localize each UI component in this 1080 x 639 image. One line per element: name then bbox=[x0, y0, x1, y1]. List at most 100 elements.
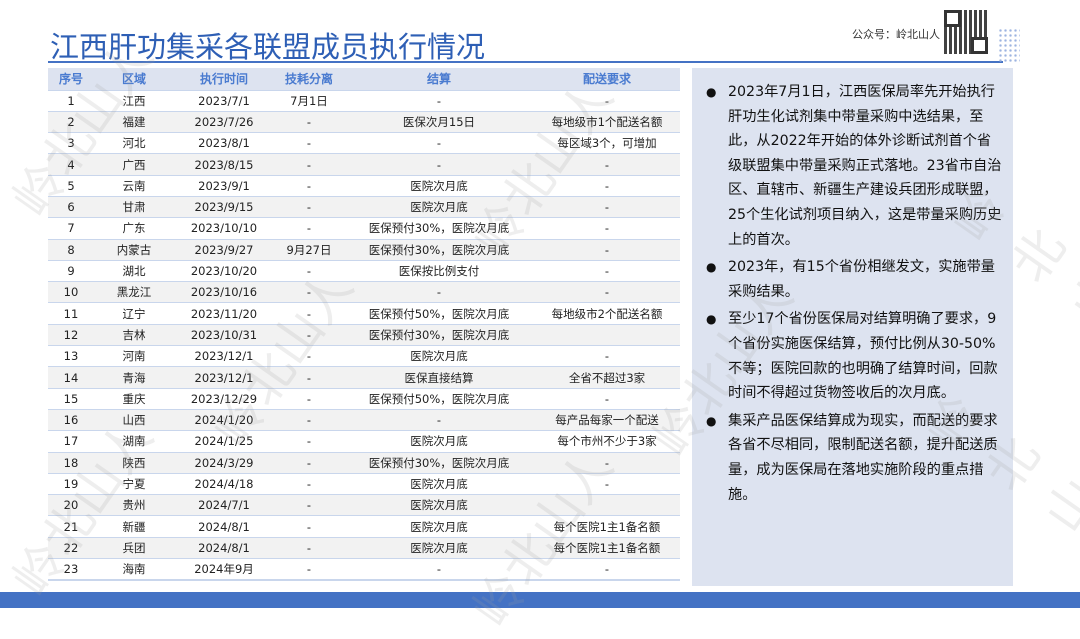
table-cell: 贵州 bbox=[94, 494, 174, 516]
table-row: 13 河南 2023/12/1- 医院次月底 - bbox=[48, 345, 680, 367]
table-cell: 2023/12/29 bbox=[174, 387, 274, 410]
table-cell: 14 bbox=[48, 366, 94, 389]
column-header: 序号 bbox=[48, 68, 94, 90]
title-divider bbox=[48, 61, 1003, 63]
table-cell: - bbox=[344, 408, 534, 431]
table-cell: - bbox=[274, 345, 344, 367]
table-cell: 2023/9/15 bbox=[174, 195, 274, 218]
table-cell: 辽宁 bbox=[94, 302, 174, 325]
table-cell: 13 bbox=[48, 345, 94, 367]
table-cell: 医院次月底 bbox=[344, 195, 534, 218]
table-row: 6 甘肃 2023/9/15- 医院次月底 - bbox=[48, 195, 680, 218]
table-cell: - bbox=[534, 472, 680, 495]
table-cell: 23 bbox=[48, 558, 94, 581]
table-cell: 重庆 bbox=[94, 387, 174, 410]
table-cell: 医保预付30%，医院次月底 bbox=[344, 217, 534, 240]
table-cell: 5 bbox=[48, 174, 94, 197]
table-cell: - bbox=[274, 472, 344, 495]
table-cell: 福建 bbox=[94, 110, 174, 133]
table-row: 10 黑龙江 2023/10/16- - - bbox=[48, 281, 680, 303]
table-cell: 吉林 bbox=[94, 323, 174, 346]
table-cell: 兵团 bbox=[94, 536, 174, 559]
table-cell: - bbox=[344, 89, 534, 112]
table-row: 18 陕西 2024/3/29- 医保预付30%，医院次月底 - bbox=[48, 451, 680, 474]
table-row: 20 贵州 2024/7/1- 医院次月底 bbox=[48, 494, 680, 516]
table-cell: - bbox=[274, 515, 344, 538]
table-header-row: 序号 区域 执行时间 技耗分离 结算 配送要求 bbox=[48, 68, 680, 90]
table-cell: 医院次月底 bbox=[344, 430, 534, 453]
table-cell: 医保预付30%，医院次月底 bbox=[344, 238, 534, 261]
table-row: 7 广东 2023/10/10- 医保预付30%，医院次月底 - bbox=[48, 217, 680, 240]
table-cell: - bbox=[274, 366, 344, 389]
table-row: 5 云南 2023/9/1- 医院次月底 - bbox=[48, 174, 680, 197]
table-cell: 18 bbox=[48, 451, 94, 474]
table-cell: 广西 bbox=[94, 153, 174, 176]
table-cell: - bbox=[534, 238, 680, 261]
table-cell: 2024/8/1 bbox=[174, 536, 274, 559]
table-cell: - bbox=[274, 494, 344, 516]
table-cell: 医保预付30%，医院次月底 bbox=[344, 323, 534, 346]
table-cell: - bbox=[274, 323, 344, 346]
table-row: 11 辽宁 2023/11/20- 医保预付50%，医院次月底 每地级市2个配送名额 bbox=[48, 302, 680, 325]
table-cell: - bbox=[274, 195, 344, 218]
table-cell: 医保预付50%，医院次月底 bbox=[344, 387, 534, 410]
summary-bullet: 至少17个省份医保局对结算明确了要求，9个省份实施医保结算，预付比例从30-50… bbox=[704, 307, 1003, 405]
table-cell: 2023/9/27 bbox=[174, 238, 274, 261]
footer-bar bbox=[0, 592, 1080, 608]
table-cell: 内蒙古 bbox=[94, 238, 174, 261]
table-cell: 医院次月底 bbox=[344, 345, 534, 367]
column-header: 结算 bbox=[344, 68, 534, 90]
table-cell: 云南 bbox=[94, 174, 174, 197]
table-cell: - bbox=[534, 558, 680, 581]
table-cell: 2 bbox=[48, 110, 94, 133]
table-cell: - bbox=[534, 451, 680, 474]
qr-code-icon bbox=[944, 10, 988, 54]
table-cell: - bbox=[274, 302, 344, 325]
table-cell: - bbox=[274, 110, 344, 133]
table-row: 21 新疆 2024/8/1- 医院次月底 每个医院1主1备名额 bbox=[48, 515, 680, 538]
table-row: 8 内蒙古 2023/9/27 9月27日 医保预付30%，医院次月底 - bbox=[48, 238, 680, 261]
page-title: 江西肝功集采各联盟成员执行情况 bbox=[50, 30, 486, 64]
table-cell: 医院次月底 bbox=[344, 515, 534, 538]
table-cell: 每地级市1个配送名额 bbox=[534, 110, 680, 133]
table-cell: 2023/11/20 bbox=[174, 302, 274, 325]
table-cell: - bbox=[344, 281, 534, 303]
table-cell: 2023/10/10 bbox=[174, 217, 274, 240]
table-cell: 2023/10/20 bbox=[174, 259, 274, 282]
column-header: 执行时间 bbox=[174, 68, 274, 90]
table-cell: 2024/7/1 bbox=[174, 494, 274, 516]
table-cell: 医院次月底 bbox=[344, 174, 534, 197]
column-header: 区域 bbox=[94, 68, 174, 90]
table-cell: - bbox=[274, 153, 344, 176]
table-row: 14 青海 2023/12/1- 医保直接结算 全省不超过3家 bbox=[48, 366, 680, 389]
table-cell: 21 bbox=[48, 515, 94, 538]
table-cell: 4 bbox=[48, 153, 94, 176]
table-row: 12 吉林 2023/10/31- 医保预付30%，医院次月底 bbox=[48, 323, 680, 346]
table-cell: 医院次月底 bbox=[344, 472, 534, 495]
table-cell: 6 bbox=[48, 195, 94, 218]
table-cell: 7 bbox=[48, 217, 94, 240]
table-cell: 2023/8/15 bbox=[174, 153, 274, 176]
table-cell: 医保按比例支付 bbox=[344, 259, 534, 282]
column-header: 技耗分离 bbox=[274, 68, 344, 90]
table-row: 17 湖南 2024/1/25- 医院次月底 每个市州不少于3家 bbox=[48, 430, 680, 453]
table-cell: 广东 bbox=[94, 217, 174, 240]
table-row: 22 兵团 2024/8/1- 医院次月底 每个医院1主1备名额 bbox=[48, 536, 680, 559]
table-cell: 2023/10/16 bbox=[174, 281, 274, 303]
table-cell: 2023/12/1 bbox=[174, 366, 274, 389]
table-cell: 2023/7/26 bbox=[174, 110, 274, 133]
table-row: 4 广西 2023/8/15- - - bbox=[48, 153, 680, 176]
table-cell: 2024/4/18 bbox=[174, 472, 274, 495]
summary-bullet: 2023年7月1日，江西医保局率先开始执行肝功生化试剂集中带量采购中选结果，至此… bbox=[704, 80, 1003, 252]
table-cell: - bbox=[274, 430, 344, 453]
table-cell: 黑龙江 bbox=[94, 281, 174, 303]
table-cell: 9 bbox=[48, 259, 94, 282]
table-cell: 每个医院1主1备名额 bbox=[534, 536, 680, 559]
table-row: 23 海南 2024年9月 - - - bbox=[48, 558, 680, 581]
table-cell: 10 bbox=[48, 281, 94, 303]
table-cell: 2024年9月 bbox=[174, 558, 274, 581]
table-cell: 湖北 bbox=[94, 259, 174, 282]
table-cell: 16 bbox=[48, 408, 94, 431]
table-cell: - bbox=[534, 174, 680, 197]
table-cell: - bbox=[344, 558, 534, 581]
